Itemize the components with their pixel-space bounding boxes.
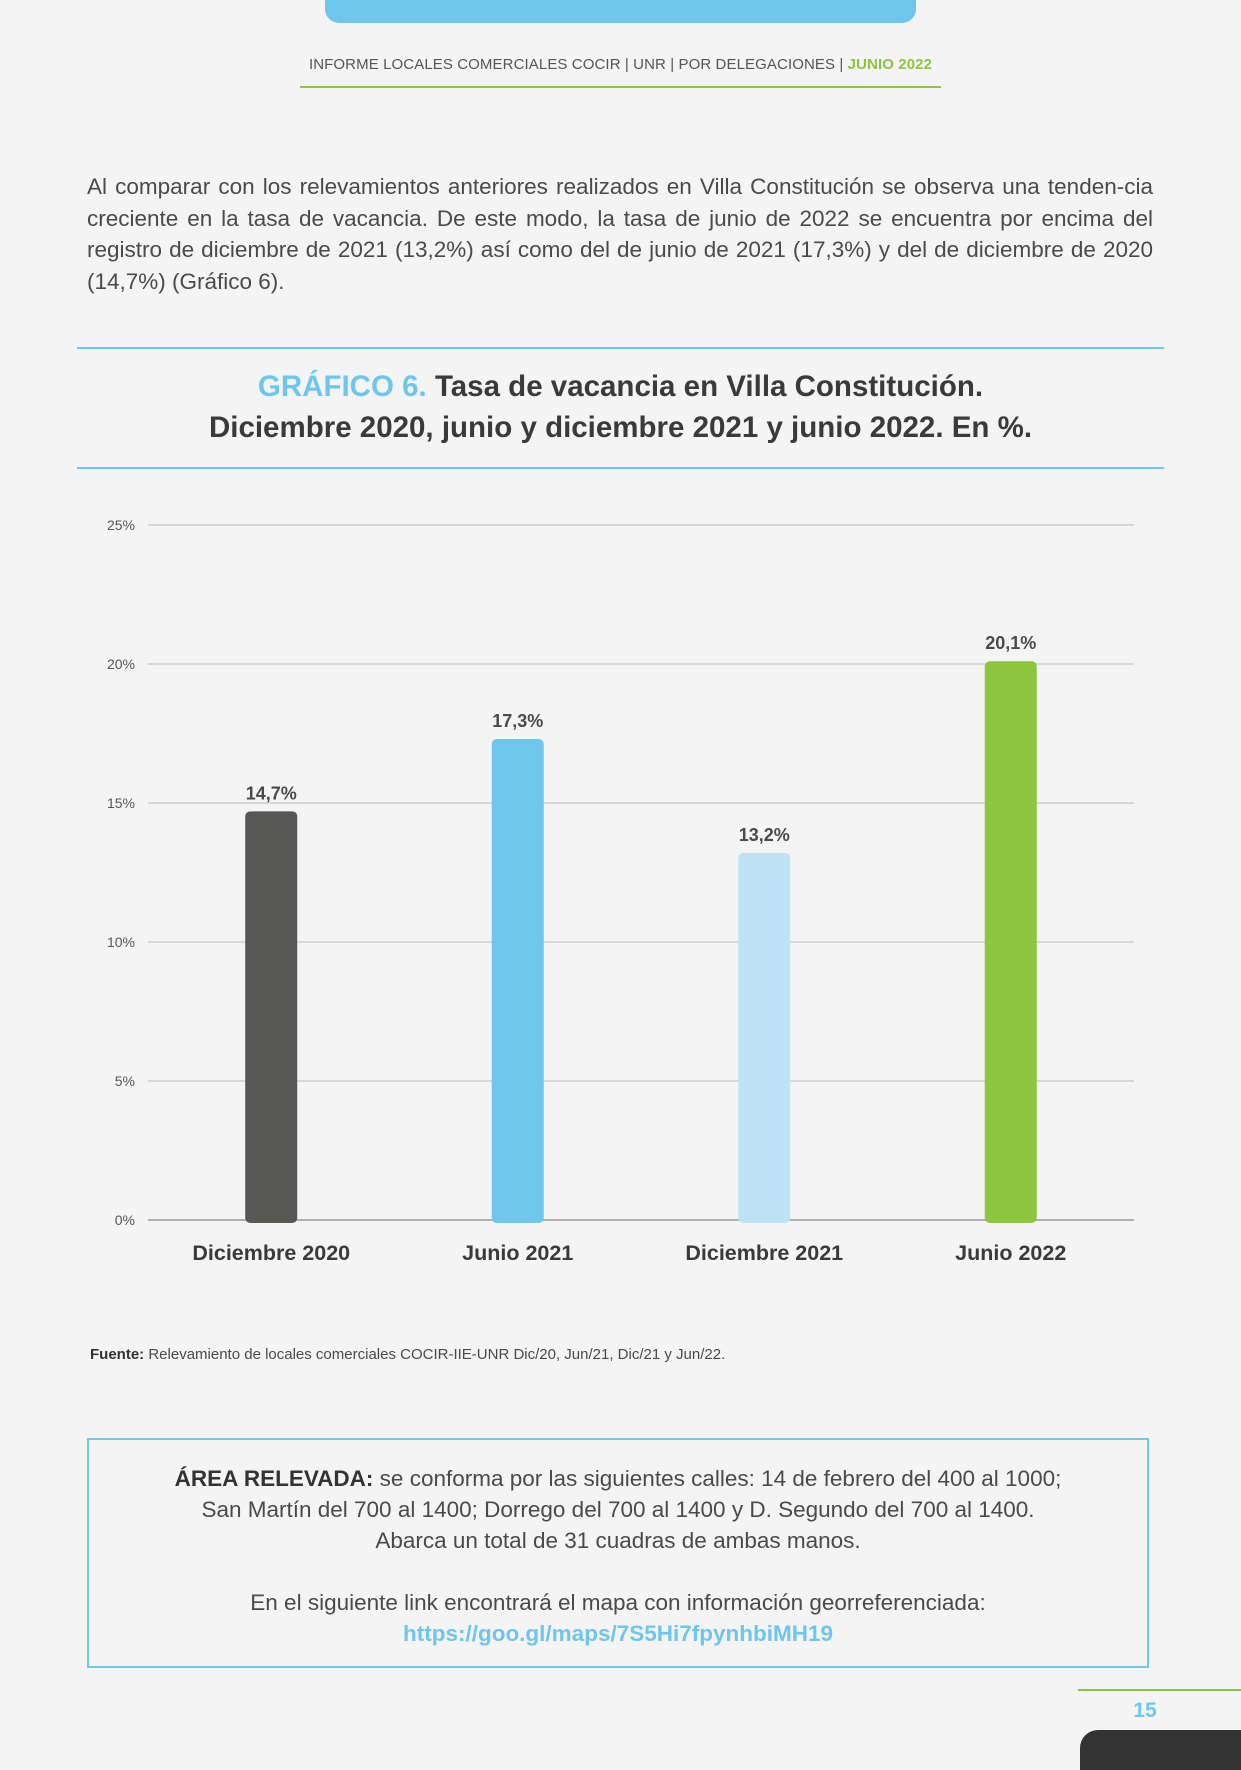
y-tick-label: 20% (107, 656, 135, 672)
area-label: ÁREA RELEVADA: (174, 1466, 374, 1491)
area-link-intro: En el siguiente link encontrará el mapa … (250, 1590, 986, 1615)
header-text: INFORME LOCALES COMERCIALES COCIR | UNR … (308, 56, 848, 73)
area-text1: se conforma por las siguientes calles: 1… (373, 1466, 1062, 1491)
chart-title-line1: Tasa de vacancia en Villa Constitución. (434, 370, 984, 403)
y-tick-label: 10% (107, 934, 135, 950)
source-text: Relevamiento de locales comerciales COCI… (144, 1346, 726, 1363)
footer-divider (1078, 1689, 1241, 1691)
chart-number: GRÁFICO 6. (257, 370, 427, 403)
chart-source: Fuente: Relevamiento de locales comercia… (90, 1346, 725, 1363)
x-tick-label: Junio 2021 (462, 1241, 573, 1265)
report-header: INFORME LOCALES COMERCIALES COCIR | UNR … (300, 56, 941, 73)
source-label: Fuente: (90, 1346, 145, 1363)
area-box: ÁREA RELEVADA: se conforma por las sigui… (87, 1438, 1149, 1668)
bar (245, 811, 298, 1223)
footer-decorative-tab (1080, 1730, 1241, 1770)
page-number: 15 (1133, 1699, 1157, 1722)
data-label: 14,7% (246, 783, 297, 803)
intro-paragraph: Al comparar con los relevamientos anteri… (87, 174, 1153, 294)
top-decorative-tab (325, 0, 916, 23)
area-text3: Abarca un total de 31 cuadras de ambas m… (375, 1528, 861, 1553)
map-link[interactable]: https://goo.gl/maps/7S5Hi7fpynhbiMH19 (402, 1621, 834, 1646)
title-rule-bottom (77, 467, 1164, 469)
x-tick-label: Diciembre 2020 (192, 1241, 350, 1265)
data-label: 13,2% (739, 825, 790, 845)
chart-title-line2: Diciembre 2020, junio y diciembre 2021 y… (208, 411, 1033, 444)
chart-title: GRÁFICO 6. Tasa de vacancia en Villa Con… (77, 366, 1164, 448)
y-tick-label: 5% (115, 1073, 135, 1089)
bar (738, 853, 791, 1223)
bar-chart: 0% 5% 10% 15% 20% 25% 14,7% Diciembre 2020 17,3%… (107, 517, 1134, 1265)
data-label: 17,3% (492, 711, 543, 731)
x-tick-label: Diciembre 2021 (685, 1241, 843, 1265)
data-label: 20,1% (985, 633, 1036, 653)
header-divider (300, 86, 941, 88)
y-tick-label: 0% (115, 1212, 135, 1228)
area-text2: San Martín del 700 al 1400; Dorrego del … (201, 1497, 1035, 1522)
y-tick-label: 25% (107, 517, 135, 533)
x-tick-label: Junio 2022 (955, 1241, 1066, 1265)
bar (491, 739, 544, 1223)
bar (984, 661, 1037, 1223)
title-rule-top (77, 347, 1164, 349)
header-date: JUNIO 2022 (847, 56, 933, 73)
y-tick-label: 15% (107, 795, 135, 811)
